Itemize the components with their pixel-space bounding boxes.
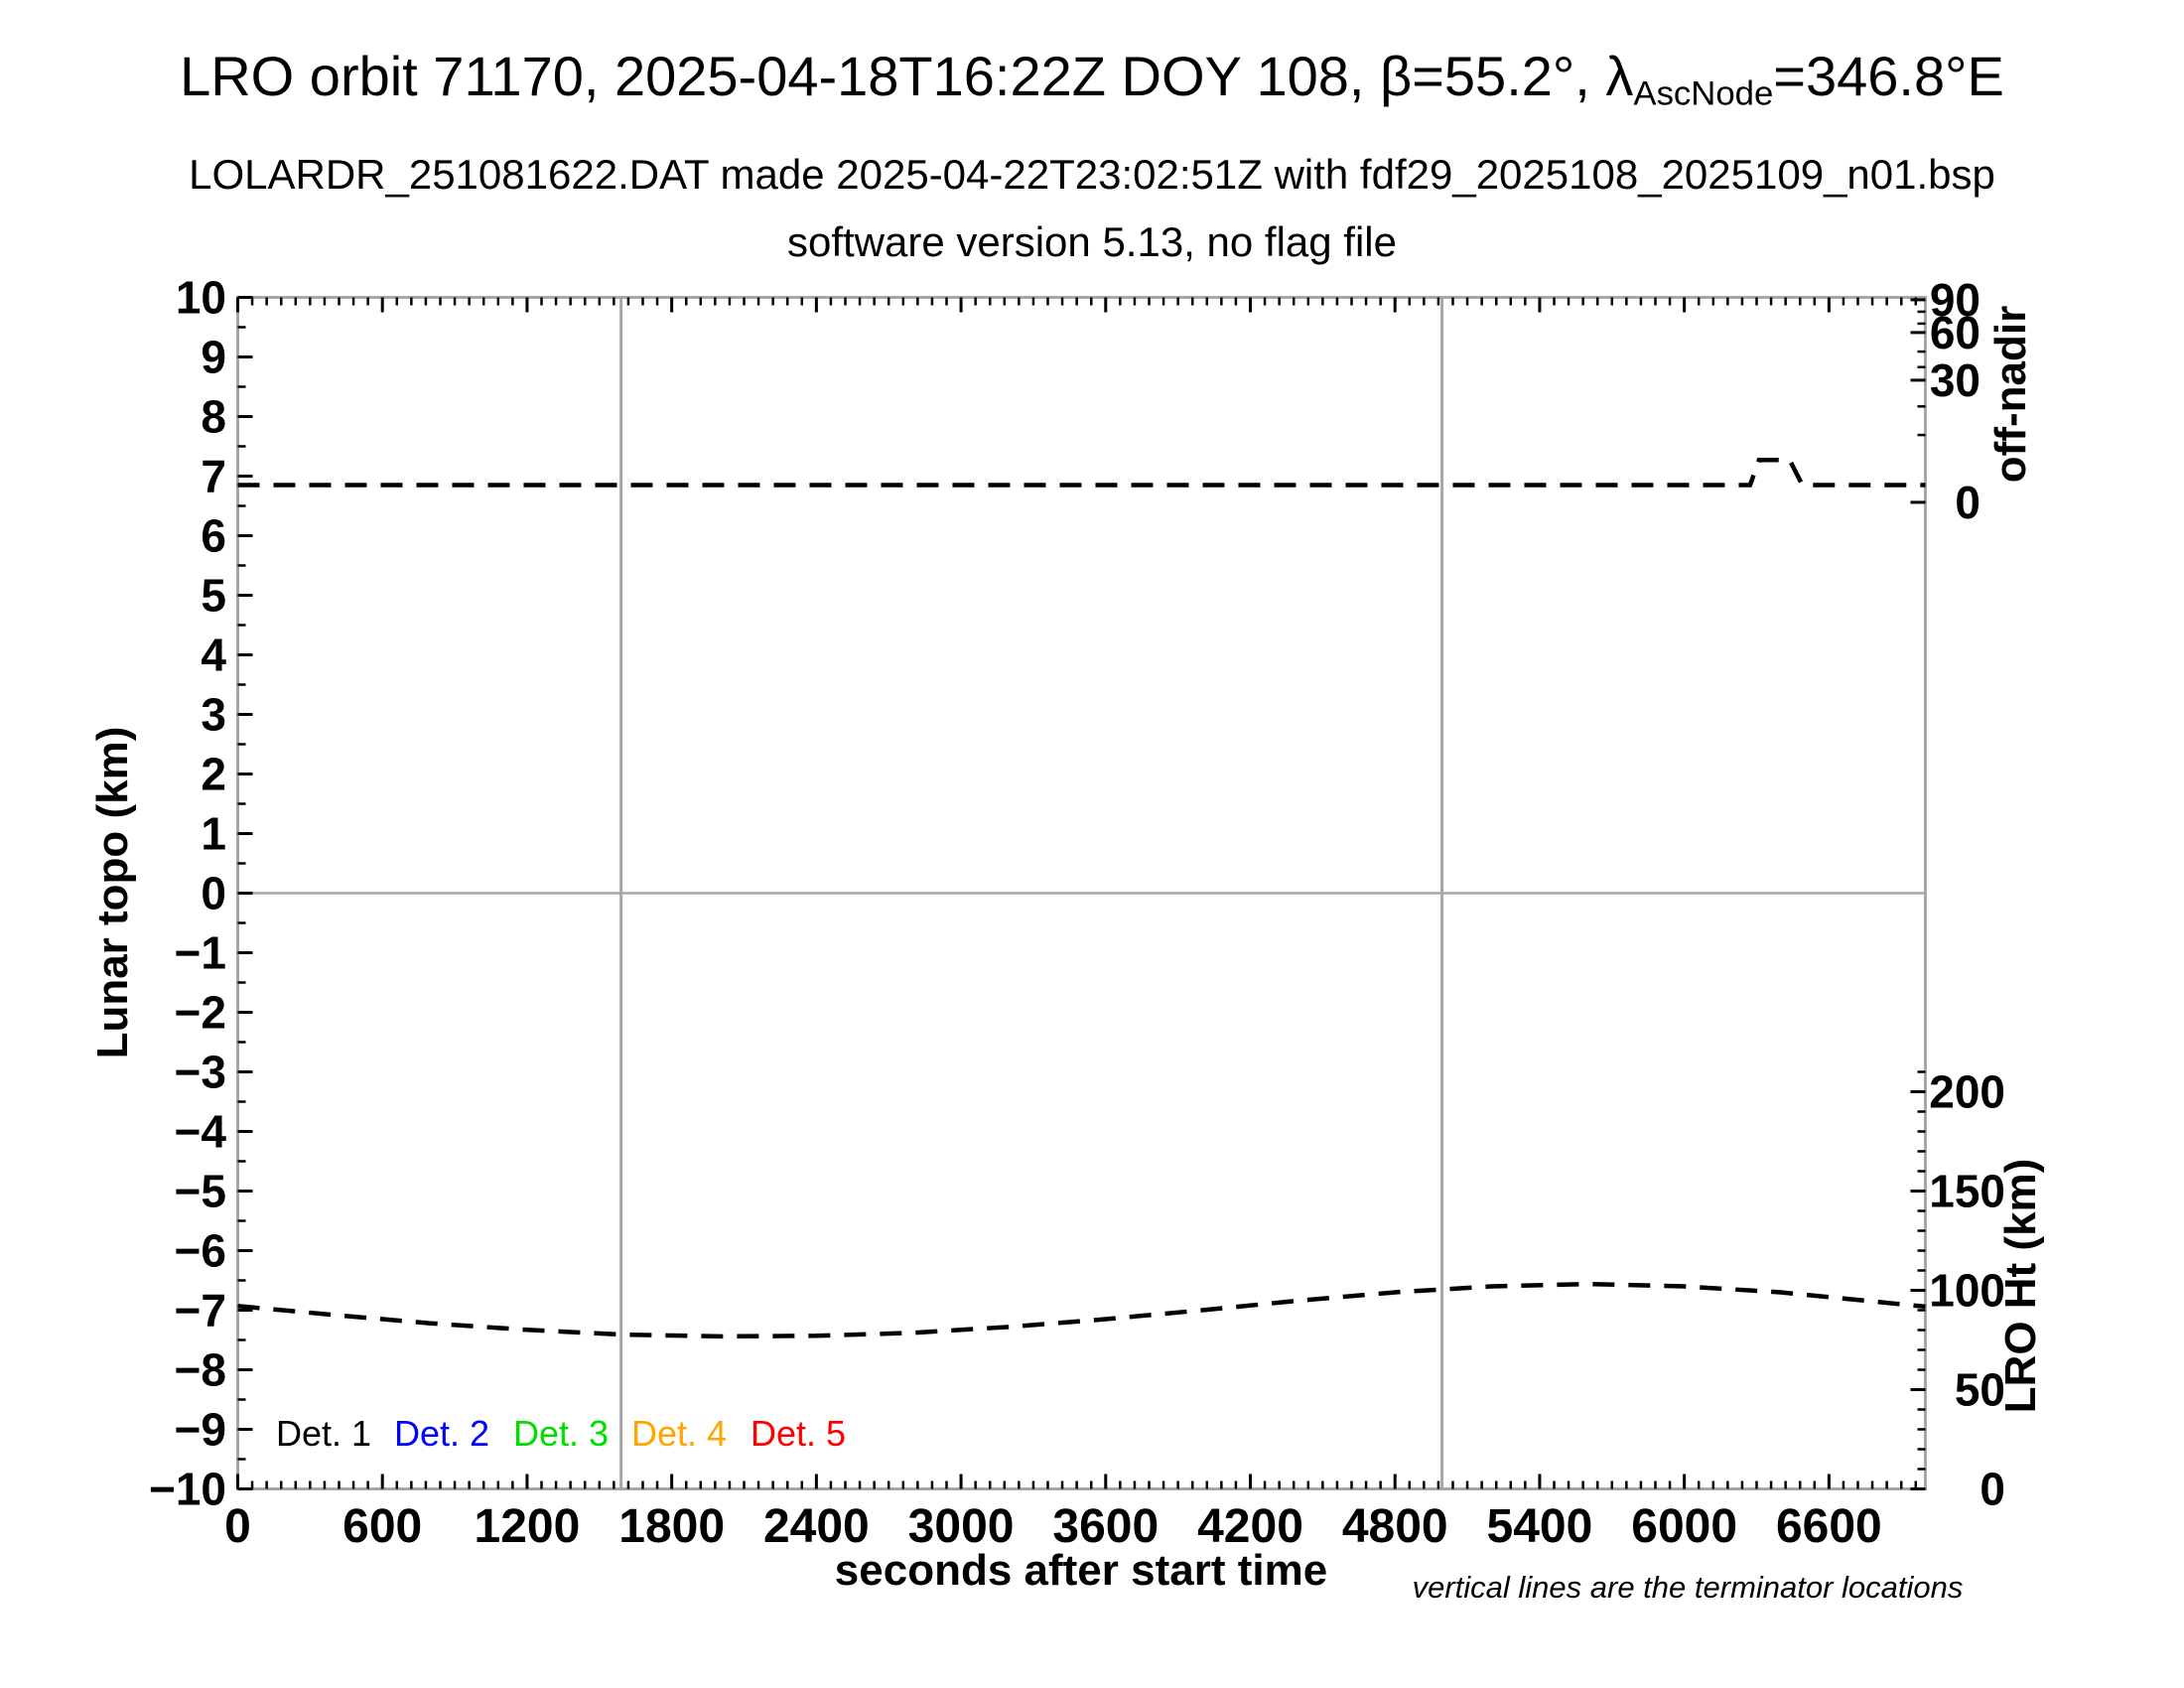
x-tick-label: 600 xyxy=(342,1500,422,1553)
plot-subtitle-file: LOLARDR_251081622.DAT made 2025-04-22T23… xyxy=(189,151,1995,198)
data-curve xyxy=(237,458,1926,488)
y-tick-label-left: 8 xyxy=(201,391,226,443)
y-axis-title-lroht: LRO Ht (km) xyxy=(1996,1159,2045,1414)
y-axis-title-left: Lunar topo (km) xyxy=(88,727,137,1059)
plot-title-subscript: AscNode xyxy=(1633,74,1774,113)
x-tick-label: 6000 xyxy=(1631,1500,1737,1553)
y-tick-label-left: −8 xyxy=(175,1344,226,1396)
lroht-tick-label: 0 xyxy=(1979,1464,2005,1515)
x-tick-label: 4800 xyxy=(1342,1500,1448,1553)
y-tick-label-left: 5 xyxy=(201,570,226,622)
legend-detector-label: Det. 5 xyxy=(751,1413,846,1454)
plot-subtitle-version: software version 5.13, no flag file xyxy=(786,218,1397,265)
plot-title-text: LRO orbit 71170, 2025-04-18T16:22Z DOY 1… xyxy=(180,45,1634,107)
offnadir-tick-label: 90 xyxy=(1930,274,1980,326)
y-tick-label-left: 6 xyxy=(201,510,226,562)
x-tick-label: 5400 xyxy=(1487,1500,1593,1553)
offnadir-tick-label: 30 xyxy=(1930,354,1980,406)
terminator-footnote: vertical lines are the terminator locati… xyxy=(1413,1570,1964,1605)
y-tick-label-left: 10 xyxy=(176,272,226,324)
legend-detector-label: Det. 2 xyxy=(394,1413,489,1454)
x-tick-label: 4200 xyxy=(1197,1500,1303,1553)
x-tick-label: 1800 xyxy=(618,1500,725,1553)
x-tick-label: 3600 xyxy=(1052,1500,1159,1553)
y-tick-label-left: 3 xyxy=(201,689,226,741)
y-tick-label-left: −6 xyxy=(175,1225,226,1277)
lroht-tick-label: 50 xyxy=(1955,1364,2005,1416)
lroht-tick-label: 200 xyxy=(1929,1066,2005,1118)
y-tick-label-left: 9 xyxy=(201,332,226,383)
y-tick-label-left: −5 xyxy=(175,1166,226,1217)
plot-title-suffix: =346.8°E xyxy=(1773,45,2004,107)
x-tick-label: 1200 xyxy=(475,1500,581,1553)
x-tick-label: 0 xyxy=(224,1500,251,1553)
data-curve xyxy=(237,1281,1926,1339)
y-tick-label-left: −3 xyxy=(175,1047,226,1098)
x-tick-label: 6600 xyxy=(1776,1500,1882,1553)
y-tick-label-left: −4 xyxy=(175,1106,227,1158)
y-tick-label-left: −2 xyxy=(175,987,226,1039)
y-tick-label-left: 7 xyxy=(201,451,226,502)
y-tick-label-left: 4 xyxy=(201,630,226,681)
y-tick-label-left: −7 xyxy=(175,1285,226,1336)
lroht-tick-label: 100 xyxy=(1929,1265,2005,1317)
x-tick-label: 3000 xyxy=(908,1500,1015,1553)
y-tick-label-left: −1 xyxy=(175,927,226,979)
y-tick-label-left: −10 xyxy=(149,1464,226,1515)
legend-detector-label: Det. 3 xyxy=(513,1413,609,1454)
x-axis-title: seconds after start time xyxy=(835,1546,1327,1595)
y-tick-label-left: 1 xyxy=(201,808,226,860)
y-axis-title-offnadir: off-nadir xyxy=(1986,306,2035,483)
legend-detector-label: Det. 4 xyxy=(631,1413,727,1454)
x-tick-label: 2400 xyxy=(763,1500,870,1553)
legend-detector-label: Det. 1 xyxy=(276,1413,371,1454)
plot-title: LRO orbit 71170, 2025-04-18T16:22Z DOY 1… xyxy=(0,44,2184,114)
offnadir-tick-label: 60 xyxy=(1930,307,1980,358)
lroht-tick-label: 150 xyxy=(1929,1166,2005,1217)
y-tick-label-left: −9 xyxy=(175,1404,226,1456)
offnadir-tick-label: 0 xyxy=(1955,477,1980,528)
y-tick-label-left: 0 xyxy=(201,868,226,919)
y-tick-label-left: 2 xyxy=(201,749,226,800)
